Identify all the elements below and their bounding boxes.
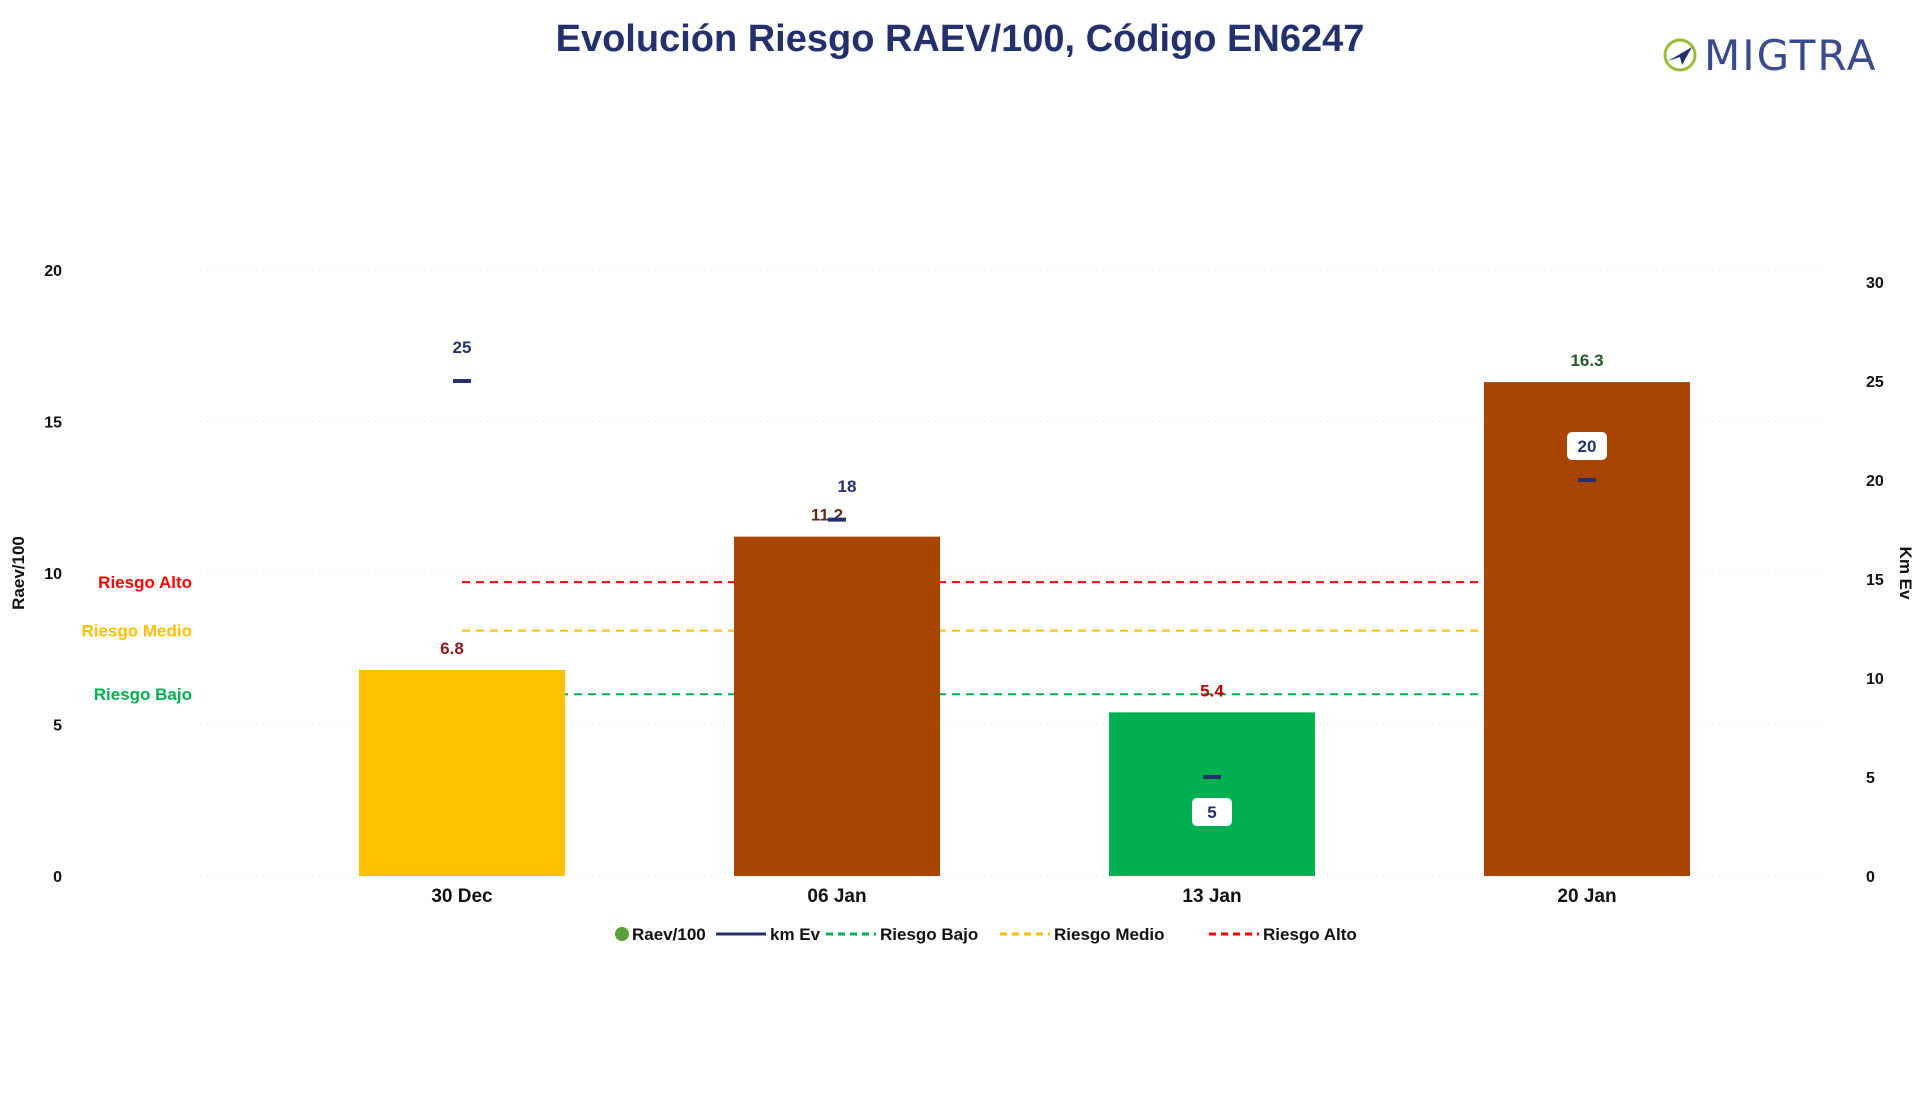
legend-layer: Raev/100 km Ev Riesgo Bajo Riesgo Medio Ries… [615,925,1357,944]
y2-tick-label: 5 [1866,770,1875,787]
axis-layer: 0 5 10 15 20 0 5 10 15 20 25 30 Raev/100 Km Ev 30 Dec 0… [9,263,1915,907]
km-ev-value-label: 20 [1578,437,1597,456]
migtra-logo: MIGTRA [1660,30,1900,80]
threshold-layer: Riesgo Bajo Riesgo Medio Riesgo Alto [81,573,1587,704]
y-tick-label: 10 [44,566,62,583]
km-ev-label-box [1192,798,1232,826]
bar [1484,382,1690,876]
bar-value-label: 6.8 [440,639,464,658]
legend-label: Raev/100 [632,925,706,944]
y-tick-label: 5 [53,718,62,735]
y2-axis-label: Km Ev [1896,547,1915,600]
legend-label: km Ev [770,925,821,944]
legend-label: Riesgo Alto [1263,925,1357,944]
y-axis-label: Raev/100 [9,536,28,610]
y2-tick-label: 15 [1866,572,1884,589]
bar [734,536,940,876]
bar [1109,712,1315,876]
legend-swatch-raev [615,927,629,941]
km-ev-value-label: 5 [1207,803,1216,822]
km-ev-value-label: 25 [453,338,472,357]
logo-text: MIGTRA [1704,30,1878,80]
line-layer: 25 18 5 20 [453,338,1607,826]
bar-value-label: 16.3 [1570,351,1603,370]
migtra-logo-icon [1663,38,1697,72]
bar [359,669,565,876]
bar-value-label: 5.4 [1200,681,1224,700]
x-tick-label: 30 Dec [431,886,493,907]
chart-title: Evolución Riesgo RAEV/100, Código EN6247 [555,18,1365,60]
y2-tick-label: 25 [1866,374,1884,391]
y-tick-label: 20 [44,263,62,280]
legend-label: Riesgo Medio [1054,925,1165,944]
y2-tick-label: 30 [1866,275,1884,292]
threshold-label: Riesgo Alto [98,573,192,592]
y2-tick-label: 20 [1866,473,1884,490]
y2-tick-label: 10 [1866,671,1884,688]
bar-layer: 6.8 11.2 5.4 16.3 [359,351,1690,876]
x-tick-label: 13 Jan [1182,886,1241,907]
bar-value-label: 11.2 [811,506,843,525]
x-tick-label: 06 Jan [807,886,866,907]
x-tick-label: 20 Jan [1557,886,1616,907]
threshold-label: Riesgo Bajo [94,685,192,704]
y-tick-label: 0 [53,869,62,886]
legend-label: Riesgo Bajo [880,925,978,944]
km-ev-label-box [1567,432,1607,460]
km-ev-value-label: 18 [838,477,857,496]
threshold-label: Riesgo Medio [81,622,192,641]
y-tick-label: 15 [44,415,62,432]
y2-tick-label: 0 [1866,869,1875,886]
